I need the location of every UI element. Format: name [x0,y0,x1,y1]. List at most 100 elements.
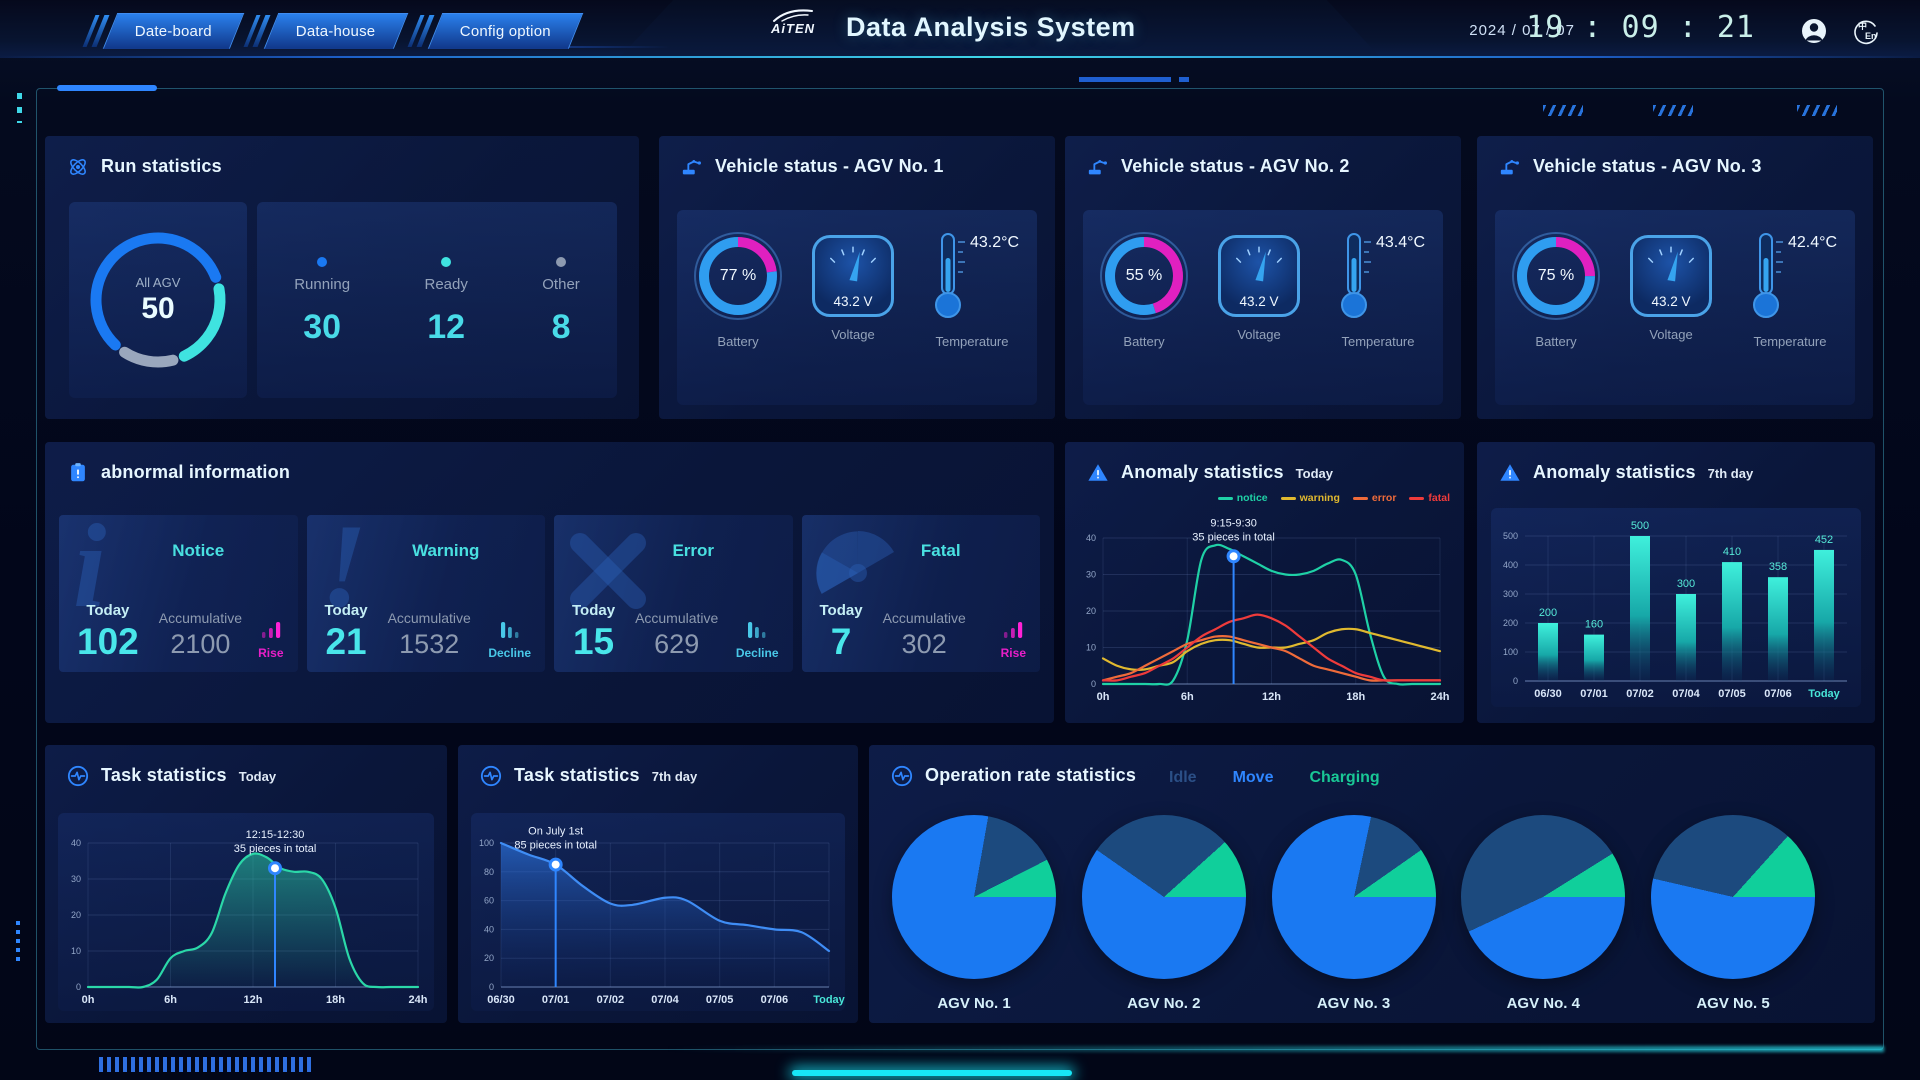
trend-label: Decline [735,646,779,660]
nav-tab-label: Date-board [135,22,213,40]
svg-text:410: 410 [1723,546,1741,558]
svg-text:100: 100 [479,838,494,848]
voltage-label: Voltage [1649,327,1693,342]
battery-gauge: 75 % Battery [1508,228,1604,349]
accumulative-value: 2100 [170,629,231,660]
svg-text:0: 0 [76,982,81,992]
anomaly-today-line-chart: 0 10 20 30 40 0h 6h 12h 18h 24h 9:15-9:30 35 pieces… [1086,517,1450,703]
operation-legend-item[interactable]: Charging [1309,769,1380,786]
temperature-gauge: 43.2°C Temperature [920,228,1024,349]
abnormal-card-title: Error [672,541,715,560]
legend-swatch [1280,496,1296,500]
pie-chart [1081,815,1246,979]
agv-robot-icon [682,159,701,175]
svg-text:20: 20 [71,910,81,920]
nav-tab[interactable]: Data-house [263,13,408,49]
warning-triangle-icon [1500,464,1520,481]
vehicle-status-panel: Vehicle status - AGV No. 3 75 % Battery [1477,136,1873,419]
accumulative-value: 629 [654,629,700,660]
state-value: 8 [551,308,571,346]
battery-value: 77 % [719,267,757,284]
svg-text:500: 500 [1503,531,1518,541]
nav-tab-label: Config option [459,22,551,40]
accumulative-value: 302 [901,629,947,660]
svg-text:20: 20 [1086,606,1096,616]
accumulative-value: 1532 [399,629,460,660]
operation-legend-item[interactable]: Idle [1169,769,1197,786]
abnormal-card-title: Fatal [920,541,961,560]
legend-label: warning [1299,492,1340,504]
legend-item[interactable]: notice [1217,492,1268,504]
state-label: Running [294,276,351,293]
legend-swatch [1217,496,1233,500]
today-value: 7 [830,621,852,662]
battery-value: 75 % [1537,267,1575,284]
panel-title: Vehicle status - AGV No. 1 [715,156,944,176]
nav-tab[interactable]: Date-board [102,13,245,49]
legend-swatch [1409,496,1425,500]
svg-text:07/04: 07/04 [651,994,679,1006]
svg-text:20: 20 [484,953,494,963]
vehicle-status-panel: Vehicle status - AGV No. 1 77 % Battery [659,136,1055,419]
pie-chart [892,815,1056,979]
panel-title: Anomaly statistics [1121,462,1284,482]
temperature-value: 43.4°C [1376,234,1426,251]
decline-bars-icon [500,622,519,638]
anomaly-statistics-week-panel: Anomaly statistics 7th day 0 100 200 300 400… [1477,442,1875,723]
agv-pie: AGV No. 3 [1271,815,1436,1012]
panel-subtitle: 7th day [651,769,698,784]
legend-item[interactable]: fatal [1409,492,1450,504]
legend-item[interactable]: error [1352,492,1396,504]
page-title: Data Analysis System [846,12,1136,42]
today-label: Today [86,602,130,619]
all-agv-donut-chart [90,232,226,368]
anomaly-legend: notice warning error fatal [1217,492,1450,504]
svg-text:400: 400 [1503,560,1518,570]
atom-icon [70,159,86,175]
panel-title: Anomaly statistics [1533,462,1696,482]
anomaly-week-chart-card: 0 100 200 300 400 500 06/30 07/01 07/02 07/04 07/0… [1491,508,1861,707]
pulse-circle-icon [891,765,913,787]
panel-subtitle: 7th day [1707,466,1754,481]
trend-label: Rise [258,646,284,660]
abnormal-card: ! Warning Today 21 Accumulative 1532 Dec… [306,515,545,672]
pie-label: AGV No. 4 [1506,995,1580,1012]
agv-state-counts-card: Running 30 Ready 12 Other 8 [257,202,617,398]
svg-text:200: 200 [1503,618,1518,628]
svg-text:35 pieces in total: 35 pieces in total [234,843,317,855]
svg-text:06/30: 06/30 [487,994,515,1006]
svg-text:452: 452 [1815,534,1833,546]
abnormal-card-title: Warning [412,541,480,560]
agv-pie-charts-row: AGV No. 1 AGV No. 2 AGV No. 3 AGV No. 4 … [892,815,1815,1012]
header-center-plate [620,0,1380,57]
task-today-chart-card: 0 10 20 30 40 0h 6h 12h 18h 24h 12:15-12:30 35 piec… [58,813,434,1011]
temperature-label: Temperature [935,334,1009,349]
legend-item[interactable]: warning [1280,492,1340,504]
operation-legend-item[interactable]: Move [1232,769,1274,786]
logo-text: AiTEN [771,21,815,36]
battery-label: Battery [1535,334,1577,349]
agv-state-stat: Ready 12 [425,253,468,347]
svg-text:40: 40 [71,838,81,848]
language-toggle-icon[interactable]: 中 En [1852,17,1880,45]
panel-title: abnormal information [101,462,291,482]
task-week-chart-card: 0 20 40 60 80 100 06/30 07/01 07/02 07/04 07/05 07/… [471,813,846,1011]
run-statistics-panel: Run statistics All AGV 50 Running 30 Rea… [45,136,639,419]
user-avatar-icon[interactable] [1800,17,1828,45]
agv-state-stat: Running 30 [294,253,350,347]
all-agv-donut-card: All AGV 50 [69,202,247,398]
temperature-label: Temperature [1753,334,1827,349]
panel-title: Operation rate statistics [925,765,1137,785]
legend-swatch [1352,496,1368,500]
trend-label: Rise [1000,646,1026,660]
svg-text:07/06: 07/06 [761,994,789,1006]
agv-pie: AGV No. 4 [1461,815,1626,1012]
decline-bars-icon [748,622,766,638]
vehicle-gauges-card: 77 % Battery 43.2 V Voltage [677,210,1037,405]
state-label: Ready [424,276,468,293]
voltage-gauge: 43.2 V Voltage [812,228,894,342]
pie-chart [1461,815,1626,979]
panel-title: Task statistics [101,765,227,785]
agv-pie: AGV No. 5 [1651,815,1815,1012]
nav-tab[interactable]: Config option [427,13,583,49]
